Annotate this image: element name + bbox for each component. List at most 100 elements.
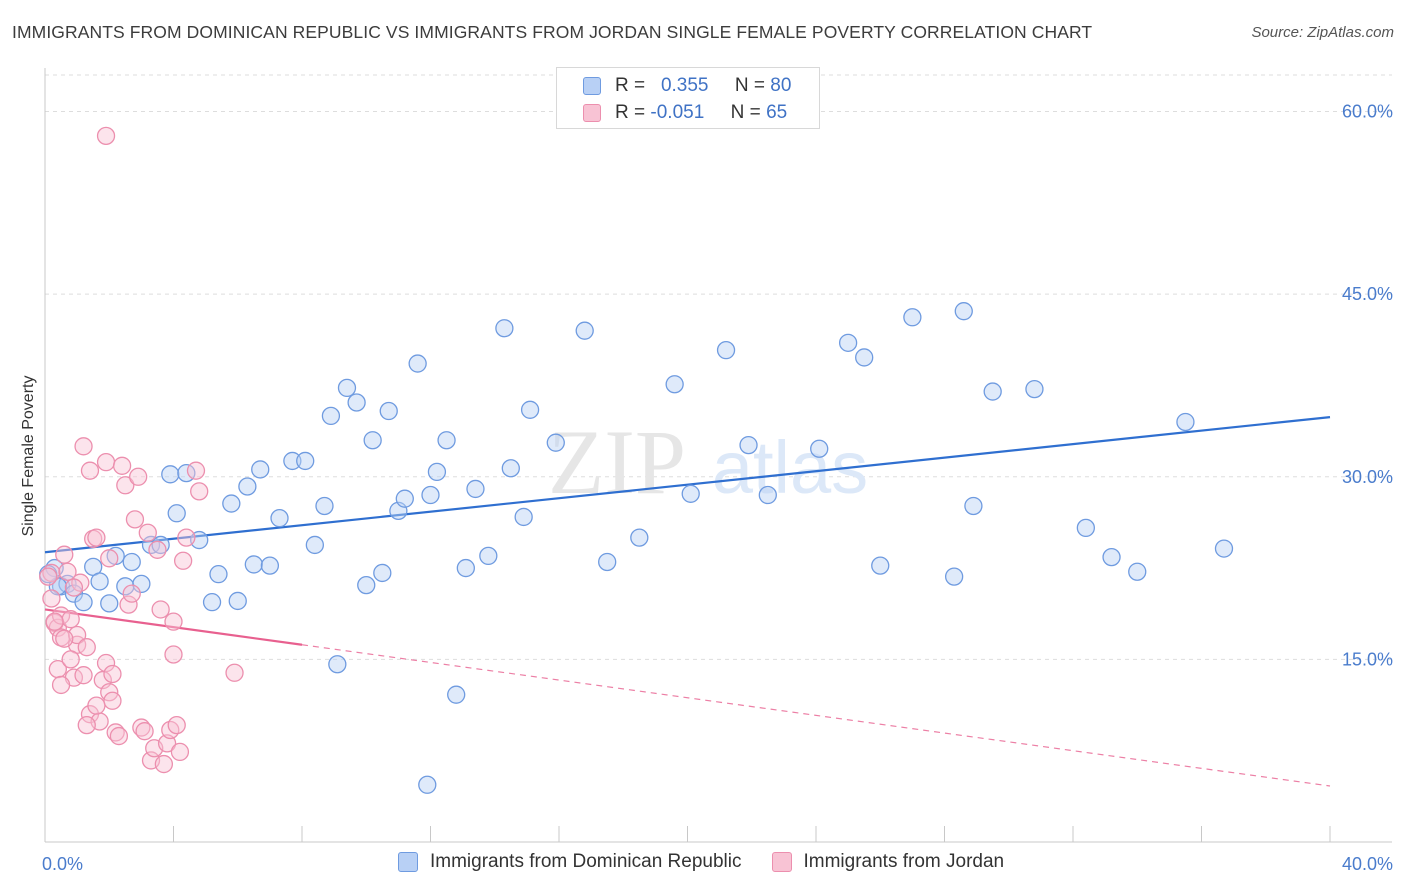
point-dominican	[944, 567, 964, 586]
point-jordan	[151, 600, 170, 619]
point-dominican	[244, 555, 263, 574]
x-tick-label: 40.0%	[1342, 854, 1393, 874]
point-dominican	[347, 393, 366, 412]
point-jordan	[154, 754, 174, 774]
point-dominican	[546, 433, 565, 452]
point-dominican	[514, 507, 533, 527]
point-dominican	[954, 302, 973, 321]
point-jordan	[96, 453, 116, 472]
point-jordan	[58, 562, 77, 581]
tick-labels: 15.0% 30.0% 45.0% 60.0% 0.0% 40.0%	[42, 102, 1393, 874]
point-dominican	[283, 451, 302, 471]
point-jordan	[157, 734, 177, 753]
point-jordan	[103, 664, 122, 684]
point-jordan	[80, 461, 100, 480]
point-jordan	[103, 691, 122, 710]
point-dominican	[983, 382, 1002, 401]
point-dominican	[1076, 518, 1095, 538]
point-dominican	[871, 556, 890, 575]
point-dominican	[418, 775, 437, 794]
point-dominican	[501, 459, 520, 478]
point-dominican	[296, 451, 315, 471]
trend-line-jordan-extension	[301, 644, 1331, 787]
y-tick-label: 45.0%	[1342, 284, 1393, 304]
point-jordan	[74, 666, 93, 685]
point-jordan	[170, 742, 190, 762]
point-jordan	[122, 584, 141, 603]
point-dominican	[132, 574, 151, 594]
point-jordan	[55, 545, 74, 564]
legend-r-label: R =	[615, 102, 646, 123]
point-dominican	[1025, 379, 1044, 399]
point-dominican	[1128, 562, 1147, 581]
series-legend: Immigrants from Dominican Republic Immig…	[398, 851, 1034, 873]
trend-line-dominican	[44, 416, 1331, 554]
point-dominican	[337, 378, 357, 398]
legend-swatch-pink	[583, 104, 601, 122]
point-dominican	[328, 655, 347, 674]
point-dominican	[466, 479, 485, 499]
point-jordan	[77, 715, 96, 735]
point-jordan	[173, 551, 193, 570]
point-dominican	[151, 535, 170, 555]
legend-label-dominican: Immigrants from Dominican Republic	[430, 851, 742, 872]
point-dominican	[1102, 547, 1121, 567]
point-jordan	[225, 663, 244, 682]
point-dominican	[379, 401, 398, 421]
point-dominican	[479, 546, 498, 566]
point-jordan	[42, 589, 61, 608]
point-jordan	[129, 467, 148, 486]
point-jordan	[100, 549, 119, 568]
point-dominican	[520, 400, 540, 419]
point-dominican	[1176, 412, 1195, 432]
point-dominican	[321, 406, 341, 426]
point-jordan	[148, 540, 167, 559]
point-jordan	[119, 595, 138, 614]
point-dominican	[903, 308, 922, 327]
point-dominican	[456, 558, 475, 578]
point-dominican	[447, 685, 466, 704]
point-dominican	[90, 572, 109, 591]
point-dominican	[251, 460, 270, 479]
point-dominican	[260, 556, 280, 575]
point-jordan	[61, 650, 80, 669]
point-dominican	[421, 485, 440, 505]
point-dominican	[363, 431, 382, 450]
point-jordan	[138, 523, 157, 542]
point-dominican	[408, 354, 427, 373]
y-tick-label: 60.0%	[1342, 102, 1393, 122]
point-jordan	[177, 528, 196, 547]
point-dominican	[74, 593, 93, 612]
legend-swatch-blue	[398, 852, 418, 872]
legend-r-value: -0.051	[650, 102, 705, 123]
point-dominican	[630, 528, 649, 547]
grid-lines	[45, 74, 1392, 660]
correlation-legend: R = 0.355 N = 80 R = -0.051 N = 65	[556, 67, 820, 129]
point-dominican	[395, 489, 414, 508]
point-dominican	[167, 504, 186, 523]
point-jordan	[61, 610, 80, 629]
legend-n-label: N =	[730, 102, 761, 123]
y-tick-label: 30.0%	[1342, 467, 1393, 487]
source-label: Source: ZipAtlas.com	[1251, 24, 1394, 41]
legend-label-jordan: Immigrants from Jordan	[803, 851, 1005, 872]
point-jordan	[125, 510, 145, 529]
point-jordan	[167, 715, 186, 735]
point-dominican	[100, 594, 119, 613]
data-points	[39, 126, 1234, 794]
point-jordan	[87, 528, 106, 547]
point-dominican	[964, 496, 983, 516]
point-jordan	[77, 638, 96, 657]
point-jordan	[64, 578, 84, 597]
legend-swatch-blue	[583, 77, 601, 95]
chart-title: IMMIGRANTS FROM DOMINICAN REPUBLIC VS IM…	[12, 22, 1093, 42]
point-dominican	[838, 333, 858, 352]
point-jordan	[96, 126, 116, 146]
point-jordan	[45, 612, 64, 631]
point-jordan	[74, 437, 93, 456]
legend-r-label: R =	[615, 75, 646, 96]
point-jordan	[51, 675, 71, 695]
point-dominican	[270, 509, 289, 528]
point-dominican	[665, 375, 684, 394]
point-dominican	[810, 439, 829, 458]
